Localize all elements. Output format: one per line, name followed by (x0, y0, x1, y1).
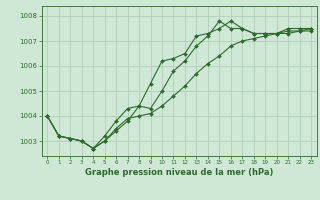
X-axis label: Graphe pression niveau de la mer (hPa): Graphe pression niveau de la mer (hPa) (85, 168, 273, 177)
